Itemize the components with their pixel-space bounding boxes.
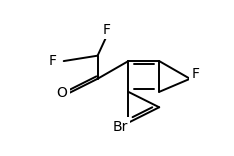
Text: Br: Br	[113, 119, 128, 134]
Text: O: O	[57, 86, 68, 100]
Text: F: F	[192, 67, 200, 81]
Text: F: F	[49, 54, 57, 68]
Text: F: F	[103, 22, 111, 37]
